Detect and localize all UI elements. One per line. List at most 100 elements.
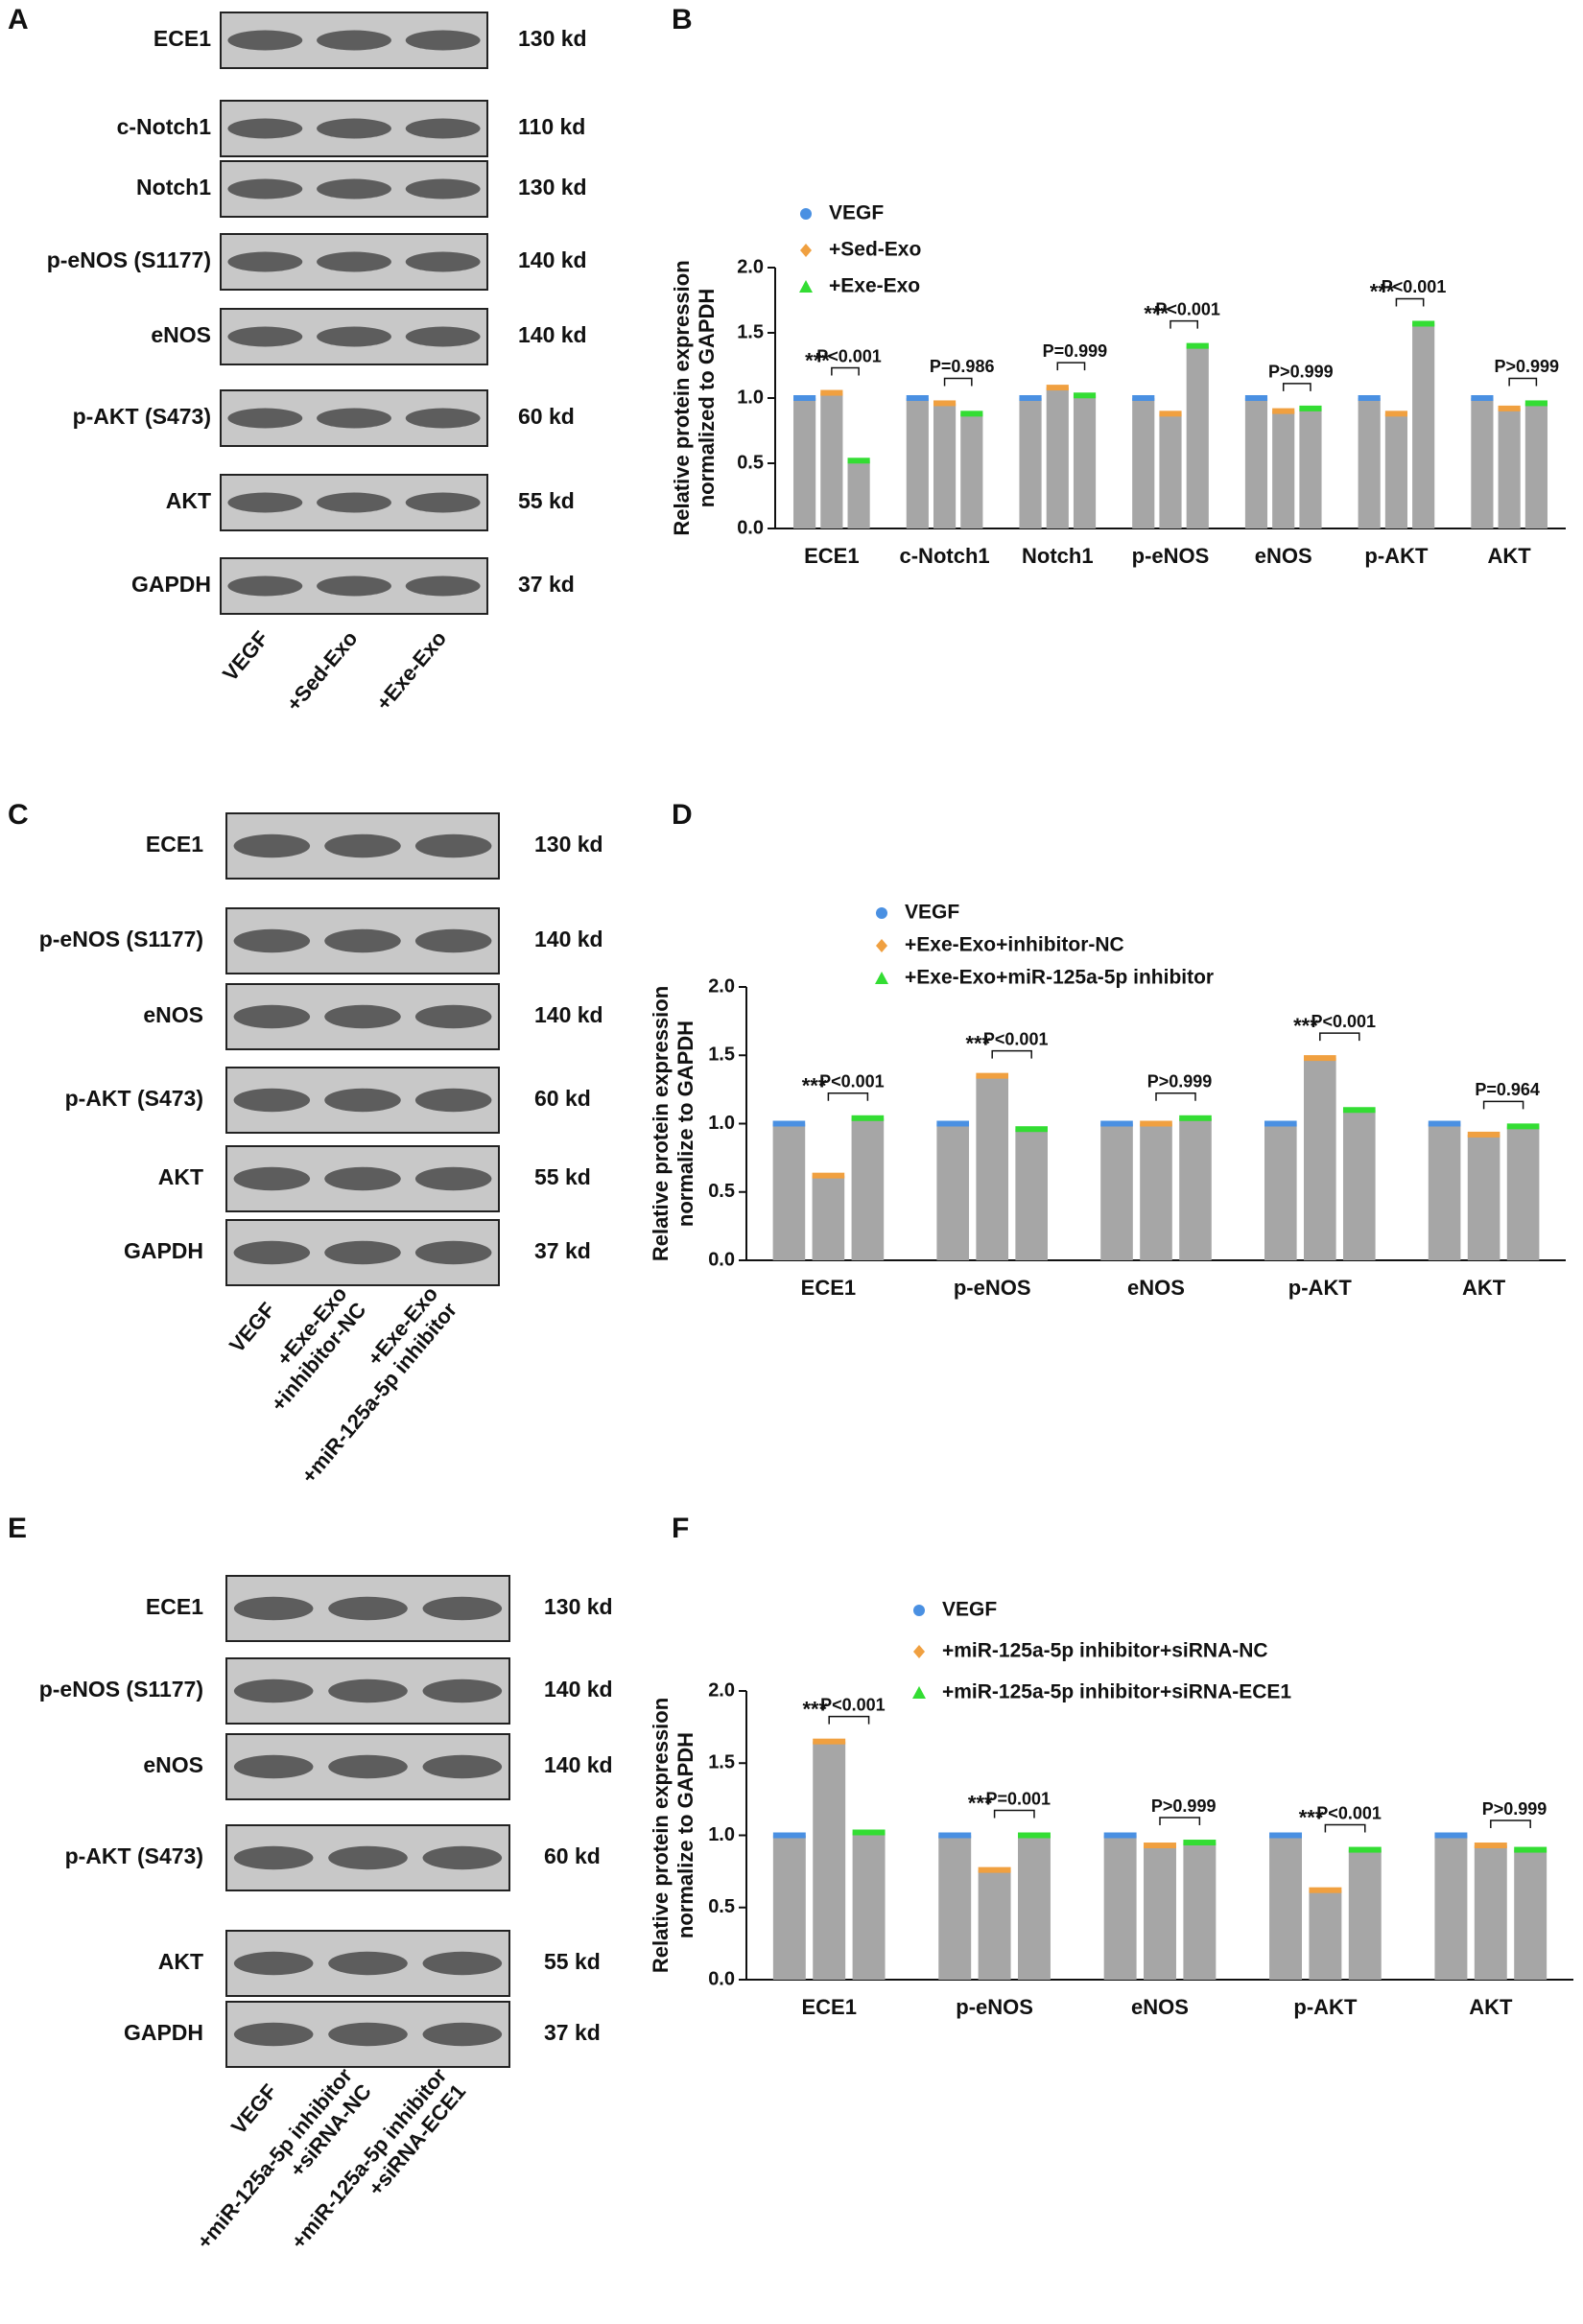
bar-marker-cap — [1073, 392, 1097, 399]
band-size: 37 kd — [544, 2020, 601, 2045]
bar-marker-cap — [1299, 405, 1322, 411]
protein-label: c-Notch1 — [117, 114, 212, 139]
protein-label: GAPDH — [124, 2020, 203, 2045]
bar — [1471, 398, 1494, 528]
bar-marker-cap — [1046, 385, 1069, 391]
p-value: P<0.001 — [1316, 1803, 1382, 1822]
legend-label: +Sed-Exo — [829, 239, 921, 261]
bar — [938, 1835, 972, 1980]
blot-band — [233, 2022, 314, 2047]
blot-band — [328, 1951, 408, 1976]
significance-stars: *** — [966, 1031, 991, 1055]
bar-marker-cap — [933, 400, 957, 407]
blot-band — [233, 1754, 314, 1779]
significance-bracket — [991, 1049, 1032, 1059]
y-axis-label-line: Relative protein expression — [670, 260, 694, 535]
blot-band — [405, 326, 481, 347]
significance-stars: *** — [1144, 301, 1169, 325]
blot-band — [227, 408, 303, 429]
protein-label: p-eNOS (S1177) — [39, 927, 203, 951]
p-value: P>0.999 — [1494, 357, 1559, 376]
y-tick-label: 0.0 — [737, 517, 764, 538]
x-tick-label: eNOS — [1131, 1995, 1189, 2019]
blot-band — [233, 1166, 311, 1191]
bar-marker-cap — [1506, 1123, 1540, 1130]
blot-band — [324, 1240, 401, 1265]
blot-band — [405, 30, 481, 51]
legend-label: VEGF — [905, 902, 959, 924]
lane-label-line: +Exe-Exo — [371, 626, 451, 715]
legend-label: VEGF — [942, 1599, 997, 1621]
bar — [936, 1123, 970, 1260]
x-tick-label: p-AKT — [1364, 544, 1429, 568]
bar — [1384, 413, 1408, 528]
y-tick-label: 1.0 — [708, 1824, 735, 1845]
significance-bracket — [1490, 1819, 1531, 1829]
x-tick-label: p-AKT — [1288, 1276, 1353, 1300]
band-size: 55 kd — [518, 488, 575, 513]
x-tick-label: AKT — [1488, 544, 1532, 568]
blot-band — [317, 575, 391, 597]
bar — [976, 1075, 1009, 1260]
legend-label: +miR-125a-5p inhibitor+siRNA-ECE1 — [942, 1681, 1291, 1703]
bar-marker-cap — [812, 1172, 845, 1179]
bar-marker-cap — [813, 1738, 846, 1745]
bar — [820, 392, 843, 528]
y-tick-label: 0.0 — [708, 1968, 735, 1989]
bar — [772, 1123, 806, 1260]
protein-label: AKT — [158, 1949, 203, 1974]
blot-band — [233, 1678, 314, 1703]
significance-bracket — [827, 1092, 869, 1101]
bar — [1103, 1835, 1137, 1980]
p-value: P=0.964 — [1475, 1080, 1540, 1099]
p-value: P<0.001 — [816, 346, 882, 365]
lane-label: VEGF — [218, 626, 273, 686]
bar-marker-cap — [847, 458, 870, 464]
band-size: 37 kd — [518, 572, 575, 597]
band-size: 60 kd — [544, 1843, 601, 1868]
bar-marker-cap — [1159, 411, 1182, 417]
y-tick-label: 1.5 — [708, 1045, 735, 1066]
protein-label: eNOS — [143, 1752, 203, 1777]
p-value: P<0.001 — [819, 1072, 885, 1092]
blot-band — [227, 178, 303, 200]
blot-band — [414, 1166, 492, 1191]
p-value: P>0.999 — [1268, 363, 1334, 382]
p-value: P<0.001 — [983, 1029, 1049, 1048]
legend-marker — [800, 208, 812, 220]
blot-band — [233, 1088, 311, 1113]
blot-band — [317, 492, 391, 513]
blot-band — [317, 251, 391, 272]
bar — [1299, 408, 1322, 528]
bar-marker-cap — [1018, 1832, 1051, 1839]
bar-marker-cap — [1384, 411, 1408, 417]
significance-bracket — [1159, 1817, 1201, 1826]
blot-band — [422, 1678, 503, 1703]
significance-bracket — [1056, 362, 1086, 371]
bar — [933, 403, 957, 528]
significance-stars: *** — [1293, 1014, 1318, 1038]
bar — [1244, 398, 1268, 528]
legend-marker — [913, 1645, 925, 1658]
panel-letter: D — [672, 799, 693, 831]
bar-marker-cap — [1272, 408, 1295, 414]
significance-stars: *** — [803, 1697, 828, 1721]
blot-band — [422, 1754, 503, 1779]
p-value: P<0.001 — [1155, 299, 1220, 318]
lane-label-line: VEGF — [218, 626, 273, 686]
band-size: 140 kd — [534, 927, 603, 951]
x-tick-label: AKT — [1462, 1276, 1506, 1300]
bar — [1303, 1058, 1336, 1260]
bar — [960, 413, 983, 528]
blot-band — [414, 1240, 492, 1265]
bar — [772, 1835, 806, 1980]
blot-band — [414, 833, 492, 858]
blot-band — [233, 1240, 311, 1265]
bar — [1498, 408, 1521, 528]
protein-label: ECE1 — [146, 832, 203, 857]
p-value: P=0.999 — [1043, 341, 1108, 361]
bar — [1506, 1126, 1540, 1260]
panel-letter: A — [8, 4, 29, 35]
significance-bracket — [943, 377, 973, 387]
bar-marker-cap — [1183, 1840, 1217, 1846]
